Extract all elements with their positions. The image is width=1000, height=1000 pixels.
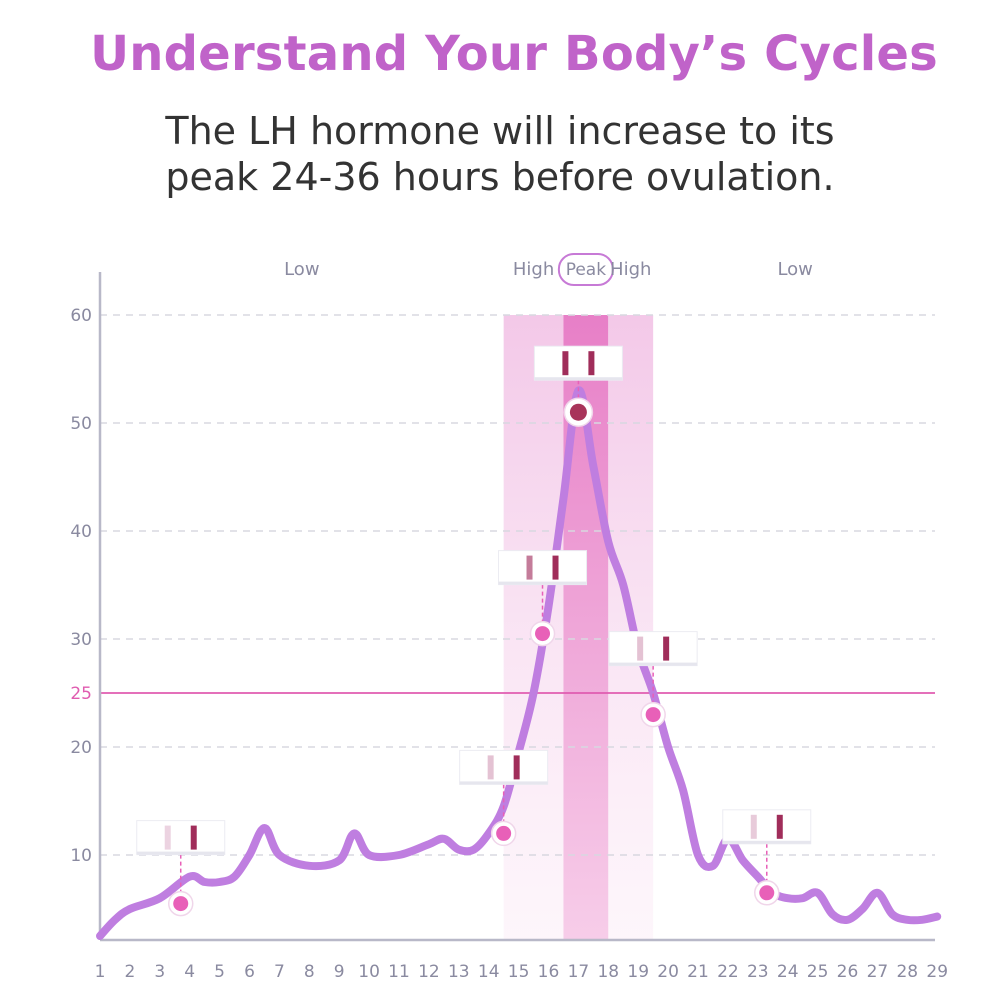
x-tick-label-20: 20 bbox=[657, 962, 679, 982]
test-strip-card bbox=[608, 631, 698, 667]
zone-label-low-4: Low bbox=[777, 259, 812, 280]
zone-label-high-3: High bbox=[610, 259, 651, 280]
subtitle-line-2: peak 24-36 hours before ovulation. bbox=[165, 155, 835, 199]
x-tick-label-11: 11 bbox=[388, 962, 410, 982]
page-title: Understand Your Body’s Cycles bbox=[90, 26, 938, 82]
x-tick-label-9: 9 bbox=[334, 962, 345, 982]
x-tick-label-29: 29 bbox=[926, 962, 948, 982]
x-tick-label-5: 5 bbox=[214, 962, 225, 982]
control-line bbox=[552, 555, 559, 580]
test-strip-card bbox=[136, 820, 226, 856]
x-tick-label-28: 28 bbox=[896, 962, 918, 982]
control-line bbox=[663, 636, 670, 661]
test-line bbox=[526, 555, 533, 580]
subtitle-line-1: The LH hormone will increase to its bbox=[165, 109, 835, 153]
control-line bbox=[776, 814, 783, 839]
x-tick-label-12: 12 bbox=[418, 962, 440, 982]
zone-label-high-1: High bbox=[513, 259, 554, 280]
zone-label-low-0: Low bbox=[284, 259, 319, 280]
test-strip-card bbox=[533, 345, 623, 381]
x-tick-label-16: 16 bbox=[538, 962, 560, 982]
x-tick-label-7: 7 bbox=[274, 962, 285, 982]
x-tick-label-22: 22 bbox=[717, 962, 739, 982]
test-strip-shadow bbox=[534, 377, 623, 381]
data-marker bbox=[759, 885, 775, 901]
test-strip-card bbox=[722, 809, 812, 845]
x-tick-label-23: 23 bbox=[747, 962, 769, 982]
test-line bbox=[487, 755, 494, 780]
test-line bbox=[164, 825, 171, 850]
x-tick-label-26: 26 bbox=[837, 962, 859, 982]
x-tick-label-14: 14 bbox=[478, 962, 500, 982]
x-tick-label-6: 6 bbox=[244, 962, 255, 982]
test-strip-card bbox=[459, 749, 549, 785]
test-strip bbox=[608, 631, 698, 667]
x-tick-label-8: 8 bbox=[304, 962, 315, 982]
test-line bbox=[562, 351, 569, 376]
y-tick-label-10: 10 bbox=[70, 846, 92, 866]
control-line bbox=[513, 755, 520, 780]
test-strip-shadow bbox=[498, 581, 587, 585]
x-tick-label-2: 2 bbox=[124, 962, 135, 982]
peak-marker bbox=[569, 403, 587, 421]
test-strip bbox=[459, 749, 549, 785]
x-tick-label-13: 13 bbox=[448, 962, 470, 982]
x-tick-label-18: 18 bbox=[597, 962, 619, 982]
data-marker bbox=[496, 825, 512, 841]
x-tick-label-21: 21 bbox=[687, 962, 709, 982]
control-line bbox=[190, 825, 197, 850]
y-tick-label-30: 30 bbox=[70, 630, 92, 650]
test-strip bbox=[533, 345, 623, 381]
y-tick-label-20: 20 bbox=[70, 738, 92, 758]
data-marker bbox=[173, 896, 189, 912]
test-strip bbox=[722, 809, 812, 845]
x-tick-label-4: 4 bbox=[184, 962, 195, 982]
x-tick-label-27: 27 bbox=[867, 962, 889, 982]
test-line bbox=[637, 636, 644, 661]
x-tick-label-15: 15 bbox=[508, 962, 530, 982]
lh-series-line bbox=[96, 386, 942, 940]
x-tick-label-10: 10 bbox=[358, 962, 380, 982]
peak-zone-pill bbox=[557, 253, 614, 286]
x-tick-label-24: 24 bbox=[777, 962, 799, 982]
x-tick-label-17: 17 bbox=[568, 962, 590, 982]
zone-label-peak-2: Peak bbox=[566, 260, 607, 280]
test-strip-shadow bbox=[722, 840, 811, 844]
y-tick-label-50: 50 bbox=[70, 414, 92, 434]
x-tick-label-3: 3 bbox=[154, 962, 165, 982]
page-subtitle: The LH hormone will increase to its peak… bbox=[0, 108, 1000, 200]
data-marker bbox=[645, 707, 661, 723]
test-strip-shadow bbox=[609, 662, 698, 666]
test-strip-card bbox=[498, 550, 588, 586]
test-strip bbox=[498, 550, 588, 586]
test-strip bbox=[136, 820, 226, 856]
test-line bbox=[750, 814, 757, 839]
data-marker bbox=[535, 626, 551, 642]
y-tick-label-60: 60 bbox=[70, 306, 92, 326]
y-tick-label-40: 40 bbox=[70, 522, 92, 542]
threshold-label: 25 bbox=[70, 684, 92, 704]
test-strip-shadow bbox=[459, 781, 548, 785]
x-tick-label-19: 19 bbox=[627, 962, 649, 982]
test-strip-shadow bbox=[136, 851, 225, 855]
control-line bbox=[588, 351, 595, 376]
x-tick-label-25: 25 bbox=[807, 962, 829, 982]
x-tick-label-1: 1 bbox=[95, 962, 106, 982]
